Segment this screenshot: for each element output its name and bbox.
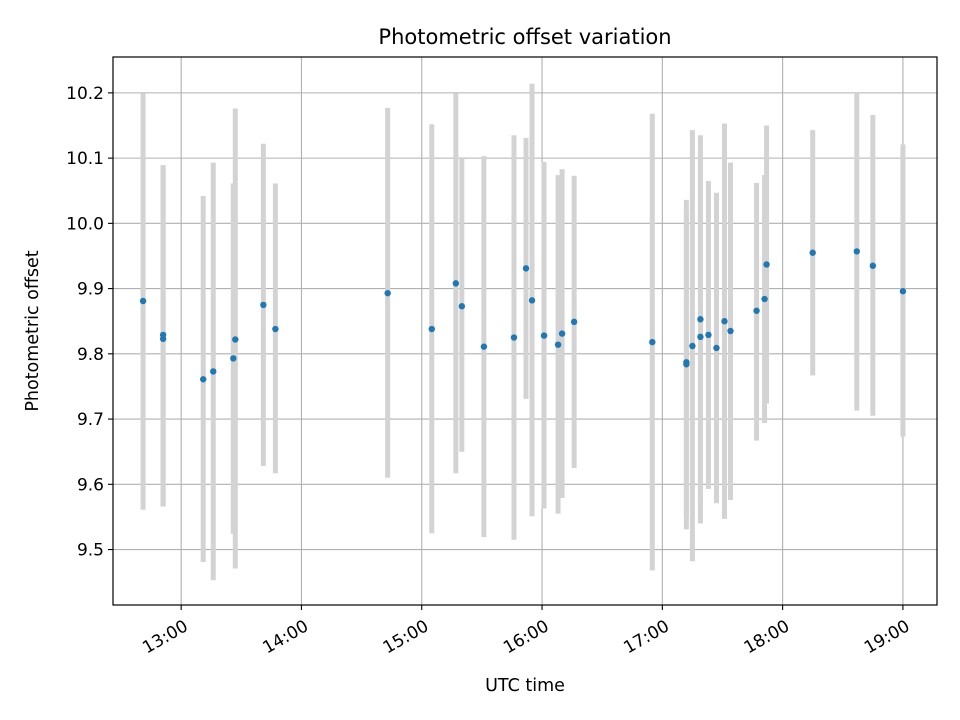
y-tick-label: 10.2	[66, 84, 104, 104]
data-point	[727, 327, 734, 335]
data-point	[705, 331, 712, 339]
y-tick-label: 10.1	[66, 149, 104, 169]
data-point	[139, 297, 147, 305]
data-point	[458, 303, 466, 310]
data-point	[558, 330, 566, 337]
chart-title: Photometric offset variation	[378, 25, 671, 49]
data-point	[761, 295, 768, 303]
data-point	[272, 325, 279, 333]
y-tick-label: 9.6	[77, 475, 104, 495]
data-point	[697, 333, 704, 341]
data-point	[570, 318, 578, 326]
data-point	[763, 261, 770, 268]
data-point	[899, 288, 907, 295]
data-point	[713, 344, 720, 352]
data-point	[689, 342, 696, 350]
data-point	[522, 265, 530, 272]
data-point	[554, 341, 562, 348]
data-point	[452, 280, 460, 287]
y-tick-label: 10.0	[66, 214, 104, 234]
data-points	[139, 248, 907, 383]
y-tick-label: 9.8	[77, 345, 104, 365]
data-point	[428, 325, 435, 333]
y-axis-label: Photometric offset	[23, 250, 43, 411]
data-point	[540, 332, 548, 339]
data-point	[200, 376, 207, 383]
data-point	[384, 289, 391, 297]
data-point	[210, 368, 217, 375]
data-point	[480, 343, 488, 350]
data-point	[232, 336, 239, 343]
data-point	[809, 249, 816, 256]
data-point	[230, 355, 237, 362]
data-point	[159, 331, 167, 339]
data-point	[721, 318, 728, 325]
y-tick-label: 9.7	[77, 410, 104, 430]
data-point	[510, 334, 518, 341]
data-point	[753, 307, 760, 314]
data-point	[853, 248, 861, 255]
data-point	[649, 338, 656, 346]
y-tick-label: 9.5	[77, 541, 104, 561]
data-point	[869, 262, 877, 269]
data-point	[683, 359, 690, 366]
data-point	[528, 297, 536, 304]
plot-frame	[112, 56, 938, 606]
data-point	[697, 316, 704, 323]
x-axis-label: UTC time	[485, 676, 565, 696]
y-tick-label: 9.9	[77, 280, 104, 300]
data-point	[260, 301, 267, 309]
y-axis-ticks: 9.5 9.6 9.7 9.8 9.9 10.0 10.1 10.2	[66, 84, 113, 561]
